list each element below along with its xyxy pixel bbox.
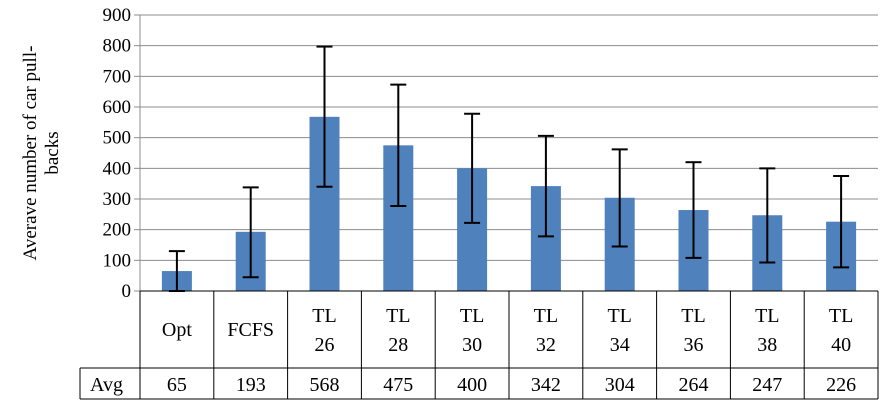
category-label: 26 [315,334,335,356]
y-axis-label: Averave number of car pull-backs [20,46,63,261]
y-tick-label: 300 [103,189,132,210]
category-label: 34 [610,334,630,356]
table-value: 400 [457,374,487,396]
y-axis-ticks: 0 100 200 300 400 500 600 700 800 900 [103,5,132,302]
table-value: 226 [826,374,856,396]
category-label: 32 [536,334,556,356]
table-row-label: Avg [90,374,123,396]
y-tick-label: 0 [122,281,132,302]
table-value: 193 [236,374,266,396]
y-tick-label: 700 [103,66,132,87]
table-value: 568 [310,374,340,396]
table-value: 475 [383,374,413,396]
y-axis-label-line: Averave number of car pull- [20,46,41,261]
category-label: 40 [831,334,851,356]
table-value: 247 [752,374,782,396]
table-value: 342 [531,374,561,396]
y-tick-label: 100 [103,250,132,271]
category-label: TL [534,305,558,327]
y-tick-label: 600 [103,97,132,118]
data-table: Opt FCFS TL 26 TL 28 TL 30 TL 32 TL 34 TL 36 TL 38 TL 40 A… [79,290,879,400]
category-label: TL [829,305,853,327]
category-label: TL [386,305,410,327]
category-label: TL [460,305,484,327]
y-axis-label-line: backs [42,131,63,174]
category-label: Opt [162,319,192,341]
y-tick-label: 900 [103,5,132,26]
y-tick-label: 500 [103,128,132,149]
y-tick-label: 400 [103,158,132,179]
category-label: FCFS [227,319,274,341]
table-value: 304 [605,374,635,396]
error-bars [168,45,850,292]
category-label: 28 [388,334,408,356]
y-tick-label: 200 [103,220,132,241]
category-label: TL [312,305,336,327]
y-tick-label: 800 [103,36,132,57]
category-label: TL [607,305,631,327]
category-label: TL [755,305,779,327]
table-value: 264 [679,374,709,396]
category-label: 38 [757,334,777,356]
category-label: TL [681,305,705,327]
table-value: 65 [167,374,187,396]
category-label: 36 [684,334,704,356]
bars [161,116,857,292]
category-label: 30 [462,334,482,356]
